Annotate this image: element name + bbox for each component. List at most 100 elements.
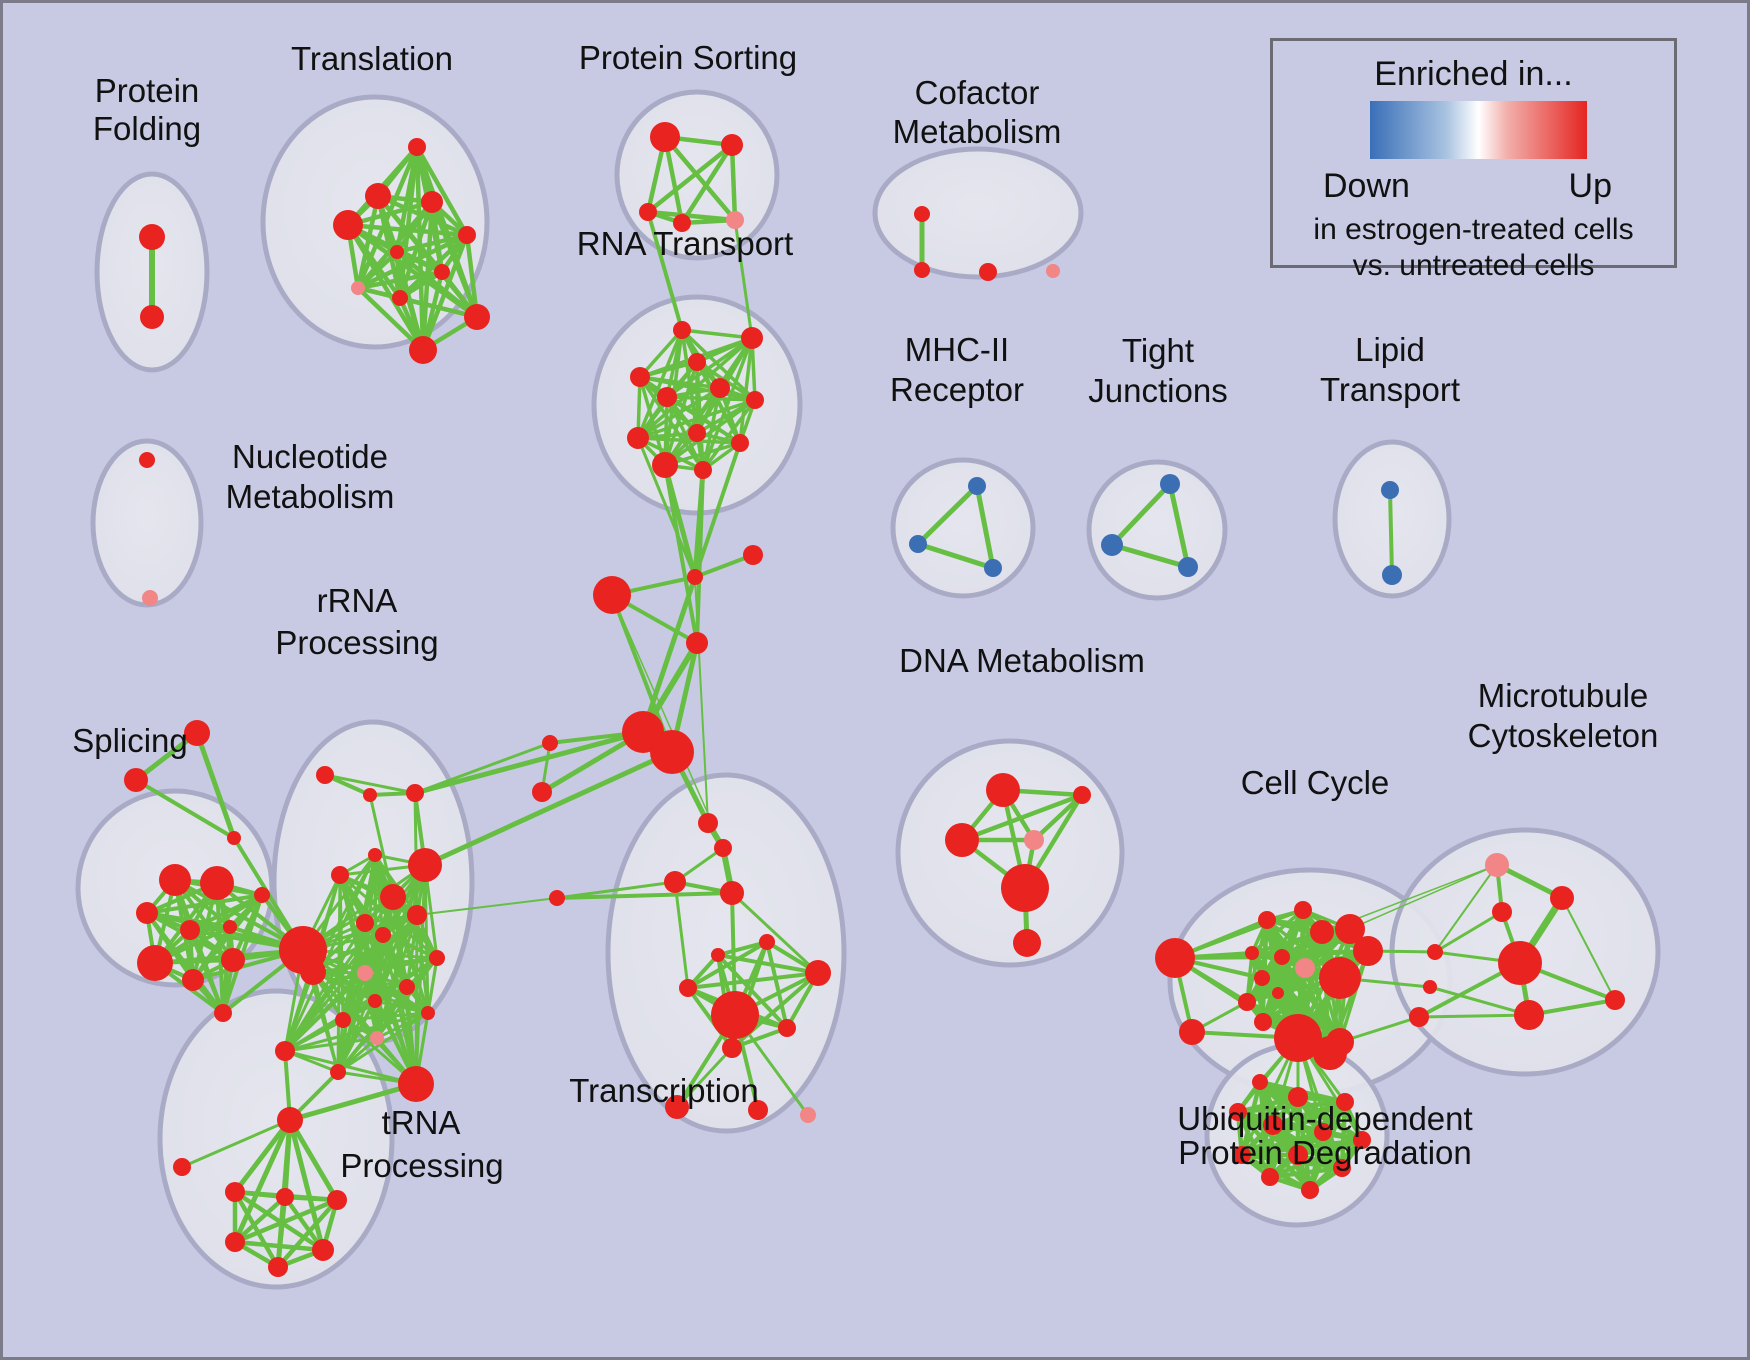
node-q9[interactable] [748,1100,768,1120]
node-mc3[interactable] [1492,902,1512,922]
node-k6[interactable] [268,1257,288,1277]
node-x3[interactable] [549,890,565,906]
node-cf1[interactable] [914,206,930,222]
node-d3[interactable] [945,823,979,857]
node-r9[interactable] [356,914,374,932]
node-r13[interactable] [357,965,373,981]
node-p2[interactable] [714,839,732,857]
node-p1[interactable] [698,813,718,833]
node-tj3[interactable] [1178,557,1198,577]
node-rt1[interactable] [673,321,691,339]
node-rt10[interactable] [731,434,749,452]
node-r6[interactable] [380,884,406,910]
node-tr9[interactable] [392,290,408,306]
node-s4[interactable] [180,920,200,940]
node-l1[interactable] [1381,481,1399,499]
node-k2[interactable] [276,1188,294,1206]
node-d6[interactable] [1013,929,1041,957]
node-l2[interactable] [1382,565,1402,585]
node-cc13[interactable] [1254,1013,1272,1031]
node-f2[interactable] [140,305,164,329]
node-u1[interactable] [1252,1074,1268,1090]
node-tr8[interactable] [351,281,365,295]
node-cc10[interactable] [1254,970,1270,986]
node-j1[interactable] [687,569,703,585]
node-rt5[interactable] [657,387,677,407]
node-cc6[interactable] [1245,946,1259,960]
node-ps4[interactable] [673,214,691,232]
node-ccg1[interactable] [1274,1014,1322,1062]
node-u10[interactable] [1333,1159,1351,1177]
node-r20[interactable] [398,1066,434,1102]
node-cf2[interactable] [914,262,930,278]
node-r7[interactable] [407,905,427,925]
node-p3[interactable] [664,871,686,893]
node-k3[interactable] [327,1190,347,1210]
node-u4[interactable] [1229,1103,1247,1121]
node-tr4[interactable] [333,210,363,240]
node-s9[interactable] [221,948,245,972]
node-tj1[interactable] [1160,474,1180,494]
node-k4[interactable] [225,1232,245,1252]
node-cc3[interactable] [1310,920,1334,944]
node-cc2[interactable] [1294,901,1312,919]
node-s3[interactable] [136,902,158,924]
node-x1[interactable] [542,735,558,751]
node-rt4[interactable] [688,353,706,371]
node-k5[interactable] [312,1239,334,1261]
node-g2[interactable] [124,768,148,792]
node-q6[interactable] [778,1019,796,1037]
node-g1[interactable] [184,720,210,746]
node-mc2[interactable] [1550,886,1574,910]
node-u12[interactable] [1301,1181,1319,1199]
node-g3[interactable] [227,831,241,845]
node-m2[interactable] [909,535,927,553]
node-cc0[interactable] [1155,938,1195,978]
node-s7[interactable] [254,887,270,903]
node-ccb[interactable] [1179,1019,1205,1045]
node-d2[interactable] [1073,786,1091,804]
node-u2[interactable] [1288,1087,1308,1107]
node-d5[interactable] [1001,864,1049,912]
node-cf4[interactable] [1046,264,1060,278]
node-mc5[interactable] [1514,1000,1544,1030]
node-r19[interactable] [330,1064,346,1080]
node-d4[interactable] [1024,830,1044,850]
node-tr1[interactable] [408,138,426,156]
node-d1[interactable] [986,773,1020,807]
node-s1[interactable] [159,864,191,896]
node-tr6[interactable] [390,245,404,259]
node-s5[interactable] [137,945,173,981]
node-r3[interactable] [406,784,424,802]
node-r15[interactable] [368,994,382,1008]
node-q10[interactable] [800,1107,816,1123]
node-cc8[interactable] [1295,958,1315,978]
node-q2[interactable] [711,948,725,962]
node-cc9[interactable] [1319,957,1361,999]
node-b1[interactable] [1427,944,1443,960]
node-s6[interactable] [182,969,204,991]
node-hub2[interactable] [300,959,326,985]
node-u8[interactable] [1233,1146,1251,1164]
node-rt2[interactable] [741,327,763,349]
node-ta[interactable] [173,1158,191,1176]
node-cc4[interactable] [1335,914,1365,944]
node-tj2[interactable] [1101,534,1123,556]
node-q1[interactable] [759,934,775,950]
node-th[interactable] [277,1107,303,1133]
node-s8[interactable] [223,920,237,934]
node-n1[interactable] [139,452,155,468]
node-rt7[interactable] [746,391,764,409]
node-r16[interactable] [421,1006,435,1020]
node-u7[interactable] [1353,1131,1371,1149]
node-cc1[interactable] [1258,911,1276,929]
node-b3[interactable] [1409,1007,1429,1027]
node-rt3[interactable] [630,367,650,387]
node-m1[interactable] [968,477,986,495]
node-ccg2[interactable] [1313,1036,1347,1070]
node-tr11[interactable] [409,336,437,364]
node-u9[interactable] [1288,1145,1308,1165]
node-u6[interactable] [1314,1123,1332,1141]
node-cc12[interactable] [1238,993,1256,1011]
node-mc6[interactable] [1605,990,1625,1010]
